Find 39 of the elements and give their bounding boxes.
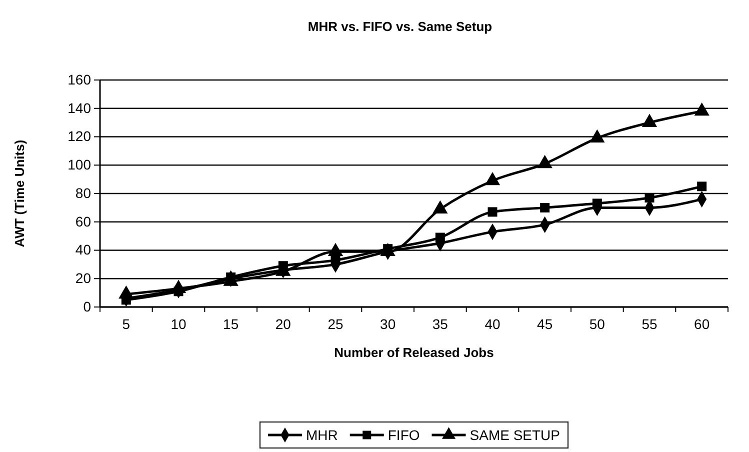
point <box>484 172 500 186</box>
x-tick-label: 40 <box>484 316 500 332</box>
point <box>540 202 550 212</box>
y-tick-label: 40 <box>75 242 92 258</box>
point <box>697 182 707 192</box>
point <box>592 198 602 208</box>
x-tick-label: 15 <box>223 316 239 332</box>
y-tick-label: 160 <box>68 71 92 88</box>
y-tick-label: 60 <box>75 213 92 230</box>
point <box>644 193 654 202</box>
y-tick-label: 0 <box>83 298 92 314</box>
point <box>694 102 710 116</box>
point <box>537 154 552 168</box>
y-tick-label: 120 <box>68 128 92 144</box>
y-tick-label: 140 <box>68 100 92 116</box>
x-axis-title: Number of Released Jobs <box>334 345 494 360</box>
point <box>435 232 445 242</box>
x-tick-label: 55 <box>642 316 658 332</box>
x-tick-label: 60 <box>694 316 710 332</box>
y-tick-label: 100 <box>68 156 92 173</box>
x-tick-label: 10 <box>170 316 186 332</box>
legend-label: MHR <box>306 427 338 443</box>
point <box>590 129 605 143</box>
point <box>330 255 340 265</box>
point <box>642 114 658 127</box>
y-tick-label: 20 <box>75 270 92 286</box>
y-tick-label: 80 <box>75 184 92 201</box>
x-tick-label: 35 <box>432 316 448 332</box>
x-tick-label: 20 <box>275 316 292 332</box>
legend-label: FIFO <box>388 427 420 443</box>
x-tick-label: 30 <box>380 316 396 332</box>
y-axis-title: AWT (Time Units) <box>12 140 27 248</box>
legend-label: SAME SETUP <box>470 427 560 443</box>
x-tick-label: 50 <box>589 316 606 332</box>
x-tick-label: 45 <box>537 316 553 332</box>
x-tick-label: 25 <box>328 316 344 332</box>
x-tick-label: 5 <box>122 316 130 332</box>
point <box>488 207 498 217</box>
chart-title: MHR vs. FIFO vs. Same Setup <box>308 19 492 34</box>
